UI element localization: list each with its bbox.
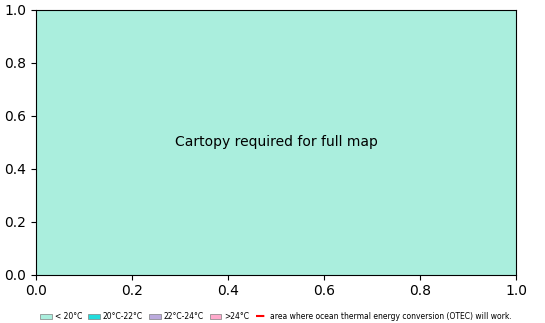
Legend: < 20°C, 20°C-22°C, 22°C-24°C, >24°C, area where ocean thermal energy conversion : < 20°C, 20°C-22°C, 22°C-24°C, >24°C, are… (40, 312, 512, 321)
Text: Cartopy required for full map: Cartopy required for full map (174, 135, 378, 149)
